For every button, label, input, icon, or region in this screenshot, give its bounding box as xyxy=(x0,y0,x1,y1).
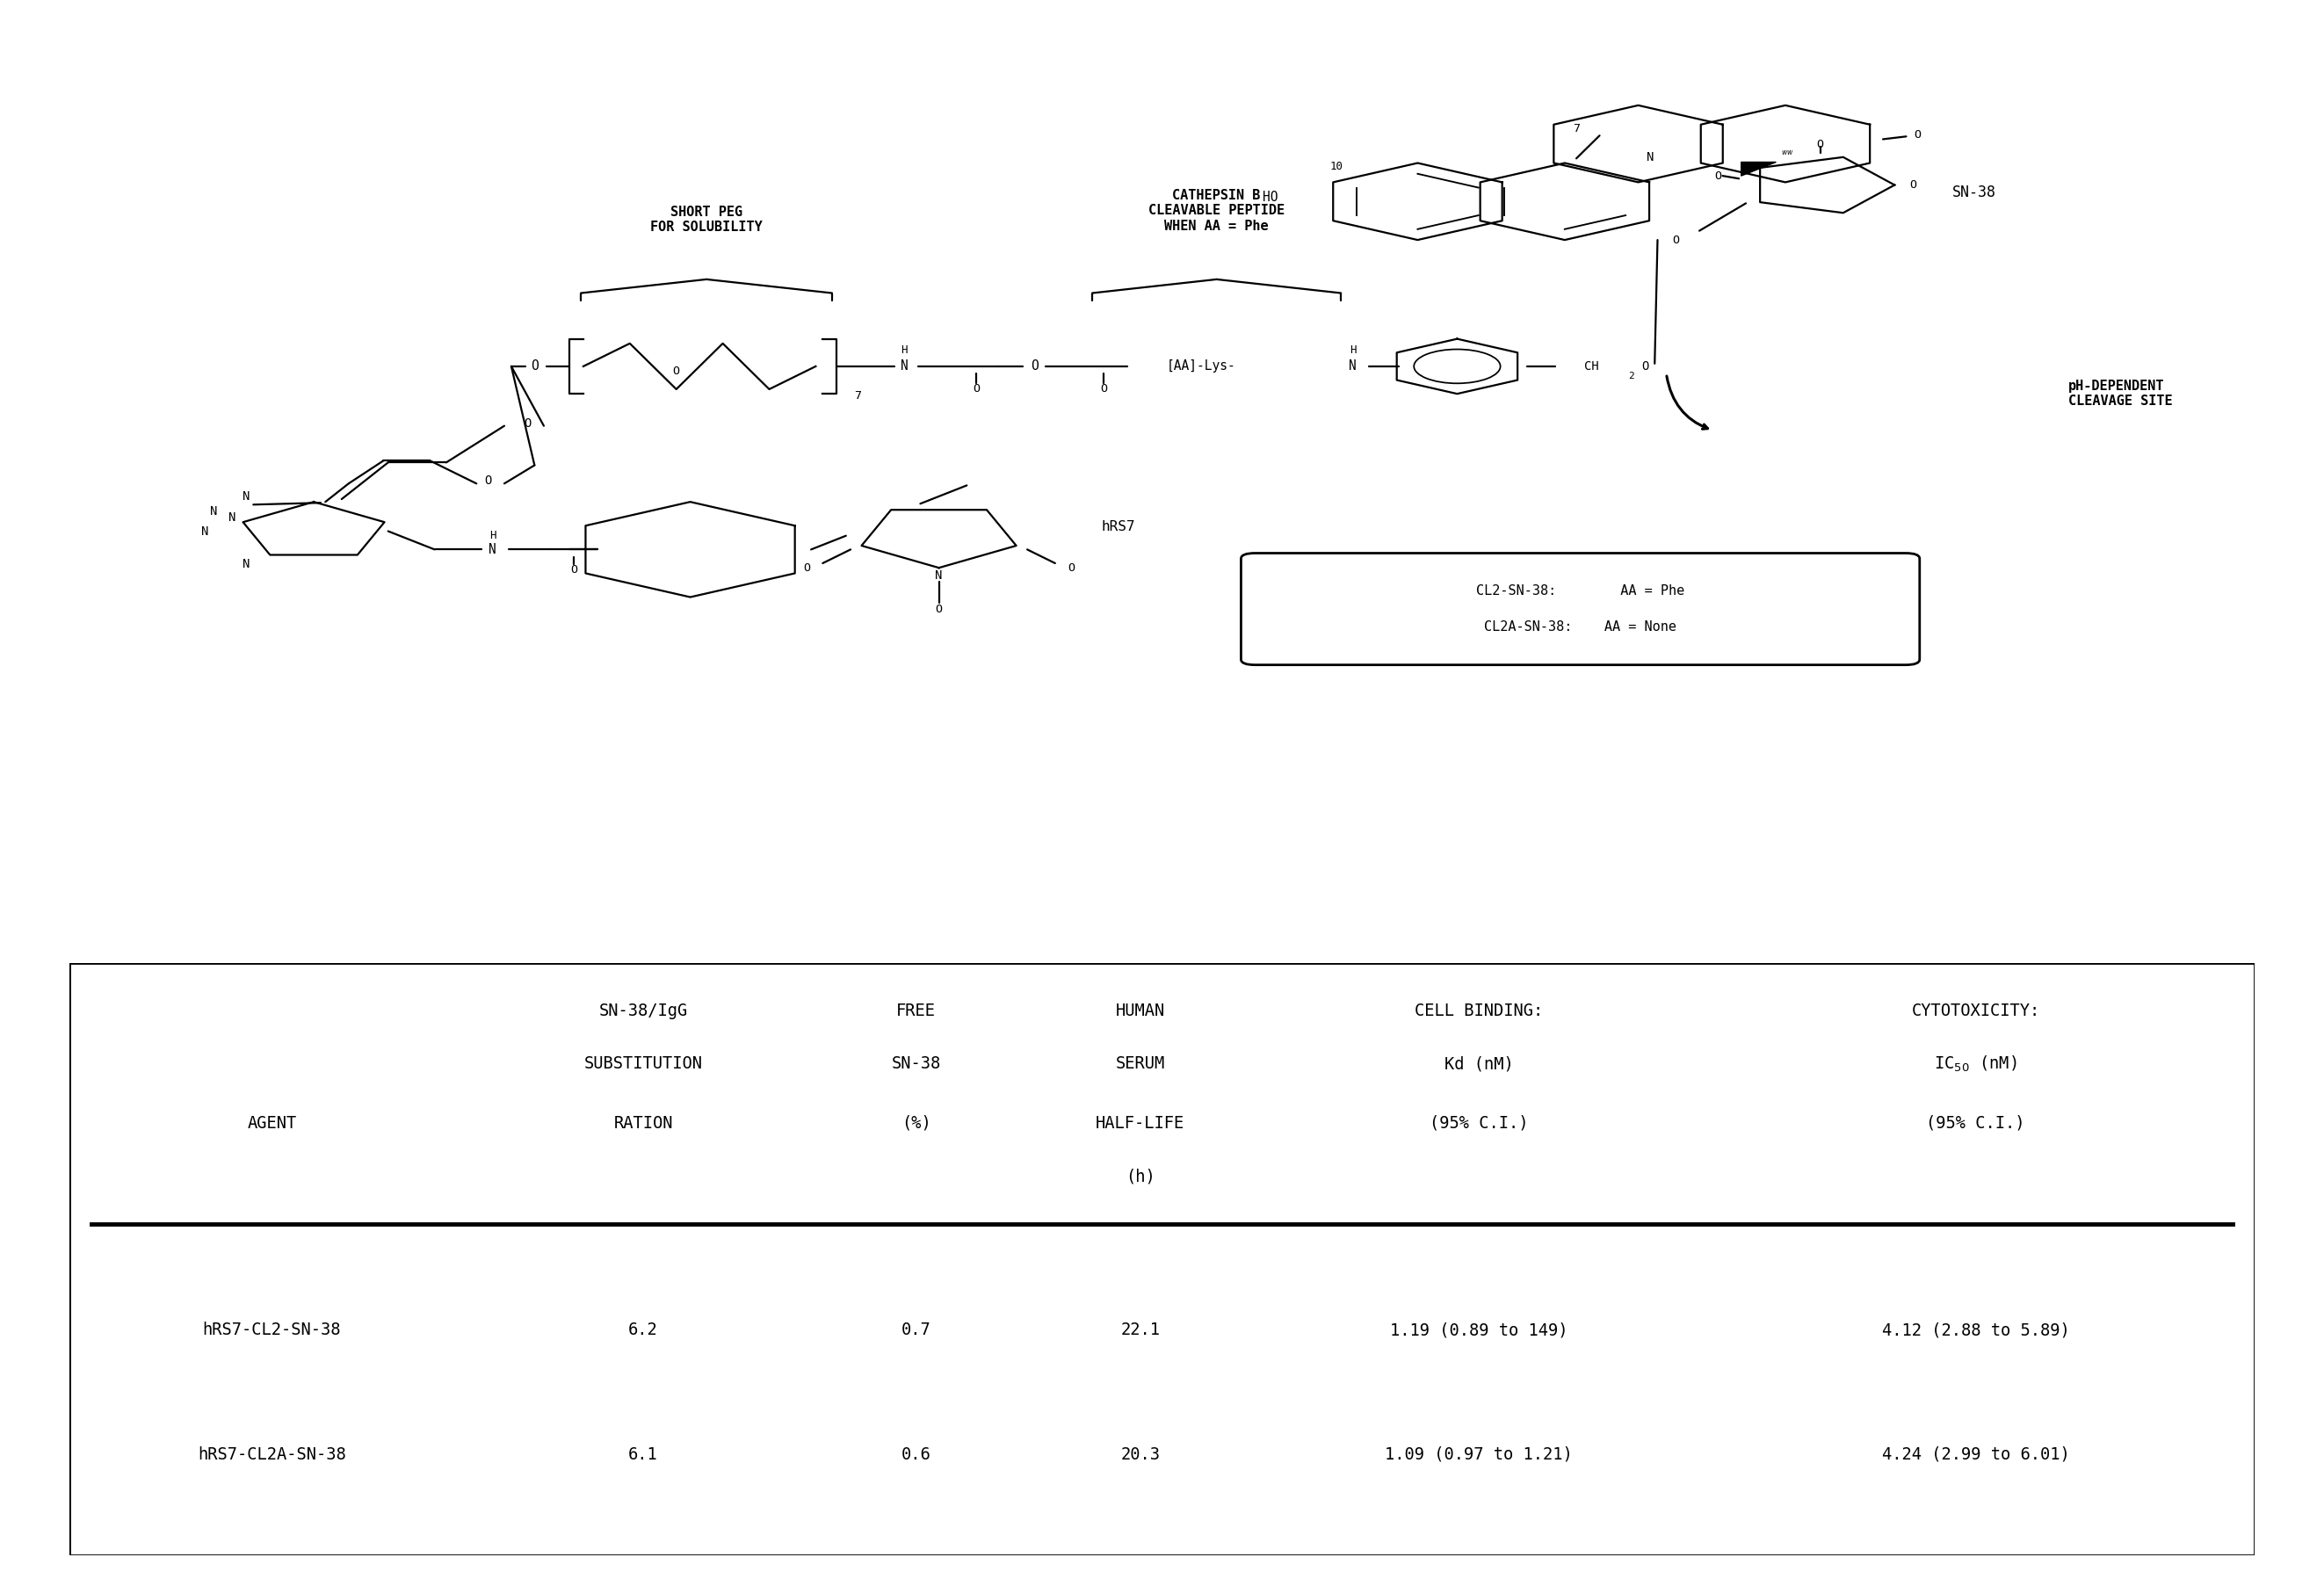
Text: HO: HO xyxy=(1262,191,1278,204)
Text: (h): (h) xyxy=(1125,1168,1155,1184)
Text: SHORT PEG
FOR SOLUBILITY: SHORT PEG FOR SOLUBILITY xyxy=(651,205,762,234)
Text: O: O xyxy=(483,475,493,486)
Text: Kd (nM): Kd (nM) xyxy=(1443,1055,1513,1072)
Text: hRS7-CL2-SN-38: hRS7-CL2-SN-38 xyxy=(202,1322,342,1339)
Text: O: O xyxy=(1030,360,1039,373)
Text: N: N xyxy=(1645,152,1655,164)
Text: 6.2: 6.2 xyxy=(627,1322,658,1339)
Text: 20.3: 20.3 xyxy=(1120,1446,1160,1464)
Text: (95% C.I.): (95% C.I.) xyxy=(1429,1115,1529,1132)
Text: O: O xyxy=(1915,129,1922,141)
Text: FREE: FREE xyxy=(897,1003,937,1018)
Text: $^{ww}$: $^{ww}$ xyxy=(1780,148,1794,158)
Text: O: O xyxy=(934,603,944,614)
Text: HALF-LIFE: HALF-LIFE xyxy=(1095,1115,1185,1132)
Text: SN-38: SN-38 xyxy=(892,1055,941,1072)
Text: 0.6: 0.6 xyxy=(902,1446,932,1464)
Text: (%): (%) xyxy=(902,1115,932,1132)
Text: CELL BINDING:: CELL BINDING: xyxy=(1415,1003,1543,1018)
Text: 22.1: 22.1 xyxy=(1120,1322,1160,1339)
Text: IC$_{50}$ (nM): IC$_{50}$ (nM) xyxy=(1934,1055,2017,1074)
Text: SN-38/IgG: SN-38/IgG xyxy=(600,1003,688,1018)
Text: 1.19 (0.89 to 149): 1.19 (0.89 to 149) xyxy=(1390,1322,1569,1339)
Text: O: O xyxy=(1641,360,1650,373)
Text: N: N xyxy=(1348,360,1357,373)
Text: 7: 7 xyxy=(1573,123,1580,134)
Text: SUBSTITUTION: SUBSTITUTION xyxy=(583,1055,702,1072)
Text: O: O xyxy=(1910,180,1917,191)
Text: (95% C.I.): (95% C.I.) xyxy=(1927,1115,2024,1132)
Text: N: N xyxy=(899,360,909,373)
Text: O: O xyxy=(1673,234,1680,246)
Text: O: O xyxy=(530,360,539,373)
Text: RATION: RATION xyxy=(614,1115,674,1132)
Text: CH: CH xyxy=(1585,360,1599,373)
Text: O: O xyxy=(569,564,579,575)
FancyBboxPatch shape xyxy=(1241,553,1920,665)
Text: SN-38: SN-38 xyxy=(1952,185,1996,201)
Text: N: N xyxy=(200,526,209,537)
Text: CL2-SN-38:        AA = Phe: CL2-SN-38: AA = Phe xyxy=(1476,584,1685,597)
Text: N: N xyxy=(242,557,251,570)
Text: O: O xyxy=(523,417,532,429)
Text: CL2A-SN-38:    AA = None: CL2A-SN-38: AA = None xyxy=(1485,621,1676,633)
Text: 10: 10 xyxy=(1329,161,1343,172)
Text: O: O xyxy=(971,384,981,395)
Text: [AA]-Lys-: [AA]-Lys- xyxy=(1167,360,1236,373)
Text: N: N xyxy=(209,505,218,518)
Text: N: N xyxy=(228,512,237,524)
Text: O: O xyxy=(1099,384,1109,395)
Text: O: O xyxy=(672,365,681,377)
Text: N: N xyxy=(488,543,497,556)
Text: N: N xyxy=(934,568,944,581)
Text: HUMAN: HUMAN xyxy=(1116,1003,1164,1018)
Text: 2: 2 xyxy=(1629,373,1634,381)
Text: H: H xyxy=(490,531,495,542)
Text: CYTOTOXICITY:: CYTOTOXICITY: xyxy=(1913,1003,2040,1018)
Text: O: O xyxy=(1715,171,1722,182)
Text: SERUM: SERUM xyxy=(1116,1055,1164,1072)
Text: 1.09 (0.97 to 1.21): 1.09 (0.97 to 1.21) xyxy=(1385,1446,1573,1464)
Text: O: O xyxy=(802,562,811,573)
Text: 6.1: 6.1 xyxy=(627,1446,658,1464)
Text: O: O xyxy=(1817,139,1824,150)
Text: H: H xyxy=(1350,344,1355,355)
Text: N: N xyxy=(242,489,251,502)
Text: 0.7: 0.7 xyxy=(902,1322,932,1339)
Text: AGENT: AGENT xyxy=(246,1115,297,1132)
Text: pH-DEPENDENT
CLEAVAGE SITE: pH-DEPENDENT CLEAVAGE SITE xyxy=(2068,379,2173,407)
Text: 4.24 (2.99 to 6.01): 4.24 (2.99 to 6.01) xyxy=(1882,1446,2071,1464)
Text: 4.12 (2.88 to 5.89): 4.12 (2.88 to 5.89) xyxy=(1882,1322,2071,1339)
Text: hRS7-CL2A-SN-38: hRS7-CL2A-SN-38 xyxy=(198,1446,346,1464)
Text: 7: 7 xyxy=(853,390,862,401)
Text: O: O xyxy=(1067,562,1076,573)
Text: H: H xyxy=(902,344,906,355)
Text: CATHEPSIN B
CLEAVABLE PEPTIDE
WHEN AA = Phe: CATHEPSIN B CLEAVABLE PEPTIDE WHEN AA = … xyxy=(1148,189,1285,232)
Text: hRS7: hRS7 xyxy=(1102,519,1136,534)
Polygon shape xyxy=(1741,163,1776,175)
